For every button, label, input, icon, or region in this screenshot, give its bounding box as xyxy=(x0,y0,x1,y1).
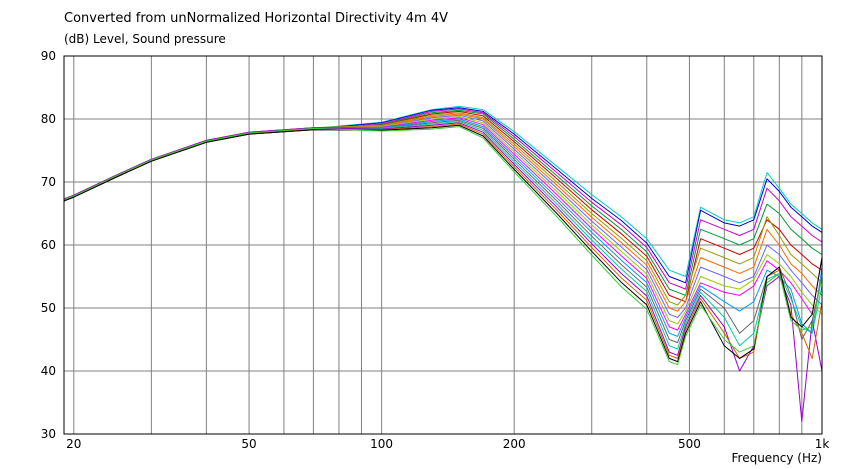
chart-title: Converted from unNormalized Horizontal D… xyxy=(64,11,449,26)
series-line-15 xyxy=(63,123,823,359)
series-line-9 xyxy=(63,116,823,325)
series-line-7 xyxy=(63,113,823,312)
plot-frame xyxy=(63,55,823,435)
series-line-17 xyxy=(63,126,823,366)
series-line-14 xyxy=(63,122,823,422)
x-tick-label: 500 xyxy=(678,437,701,451)
y-axis-label: (dB) Level, Sound pressure xyxy=(64,32,226,46)
series-line-16 xyxy=(63,124,823,363)
series-lines xyxy=(63,105,823,422)
x-axis-label: Frequency (Hz) xyxy=(731,451,823,465)
y-tick-label: 30 xyxy=(41,427,56,441)
series-line-3 xyxy=(63,108,823,290)
x-tick-label: 50 xyxy=(241,437,256,451)
y-tick-label: 70 xyxy=(41,175,56,189)
y-tick-label: 40 xyxy=(41,364,56,378)
series-line-13 xyxy=(63,121,823,350)
series-line-5 xyxy=(63,110,823,303)
tick-labels: 30 40 50 60 70 80 90 20 50 100 200 500 1k xyxy=(41,49,830,451)
series-line-6 xyxy=(63,112,823,306)
x-tick-label: 20 xyxy=(66,437,81,451)
series-line-4 xyxy=(63,109,823,296)
y-tick-label: 90 xyxy=(41,49,56,63)
x-tick-label: 1k xyxy=(815,437,830,451)
y-tick-label: 50 xyxy=(41,301,56,315)
series-line-2 xyxy=(63,107,823,284)
series-line-8 xyxy=(63,114,823,318)
x-tick-label: 200 xyxy=(503,437,526,451)
y-tick-label: 60 xyxy=(41,238,56,252)
x-tick-label: 100 xyxy=(370,437,393,451)
y-tick-label: 80 xyxy=(41,112,56,126)
series-line-10 xyxy=(63,117,823,331)
